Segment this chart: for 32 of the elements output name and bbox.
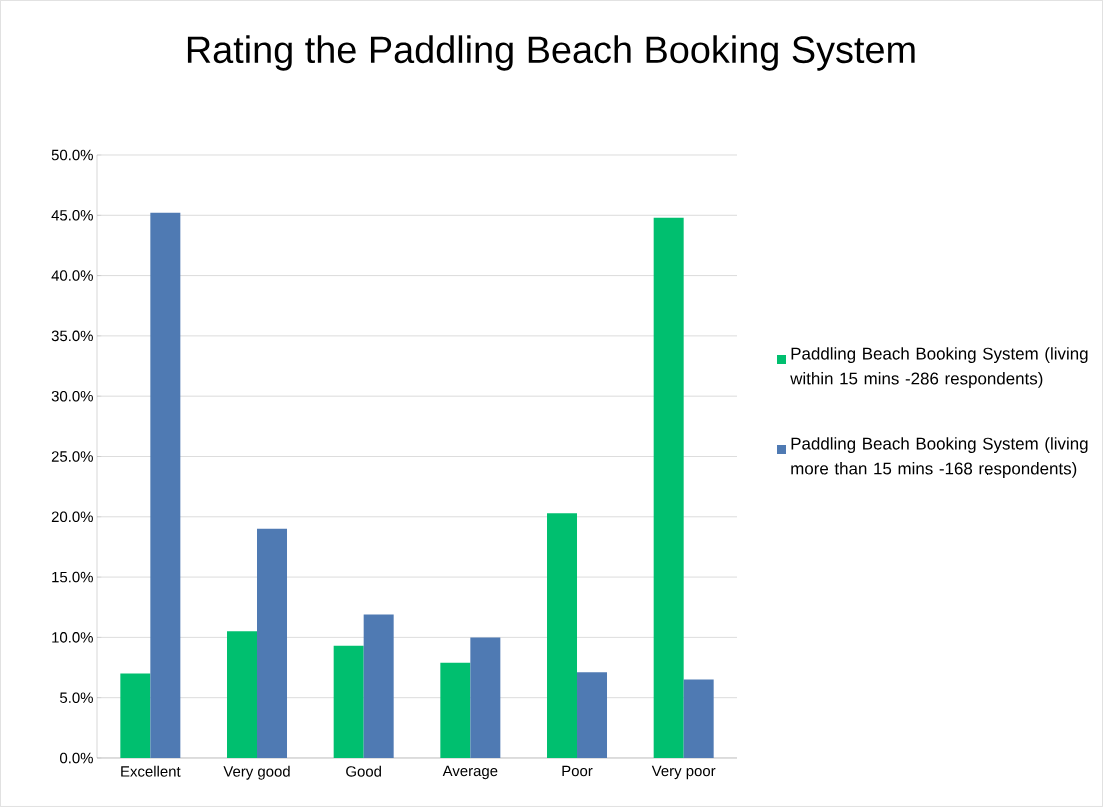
x-tick-label: Excellent (121, 765, 181, 777)
bar (577, 672, 608, 758)
y-tick-label: 20.0% (51, 511, 93, 523)
bar (547, 513, 578, 758)
y-tick-label: 50.0% (51, 149, 93, 161)
chart-title: Rating the Paddling Beach Booking System (187, 35, 915, 71)
bar (470, 637, 501, 758)
y-tick-label: 5.0% (60, 692, 93, 703)
x-tick-label: Very good (223, 765, 290, 780)
x-tick-label: Average (442, 765, 498, 780)
bar (653, 217, 684, 758)
bar (120, 673, 151, 758)
y-tick-label: 40.0% (51, 270, 93, 281)
bar (440, 662, 471, 758)
y-tick-label: 35.0% (51, 330, 93, 342)
legend-label: Paddling Beach Booking System (living within 15 mins -286 respondents) (790, 347, 1088, 388)
bar (683, 679, 714, 758)
bar (363, 614, 394, 758)
y-tick-label: 15.0% (52, 571, 93, 583)
legend-label: Paddling Beach Booking System (living more than 15 mins -168 respondents) (791, 437, 1088, 478)
bar (333, 645, 364, 758)
y-tick-label: 10.0% (52, 632, 93, 643)
bar (257, 528, 288, 758)
y-tick-label: 25.0% (51, 451, 93, 462)
y-tick-label: 45.0% (51, 209, 93, 221)
bar (227, 631, 258, 758)
y-tick-label: 0.0% (60, 752, 93, 764)
x-tick-label: Good (346, 765, 381, 777)
bar (150, 212, 181, 758)
x-tick-label: Poor (562, 765, 593, 777)
x-tick-label: Very poor (651, 765, 716, 780)
y-tick-label: 30.0% (51, 390, 93, 402)
